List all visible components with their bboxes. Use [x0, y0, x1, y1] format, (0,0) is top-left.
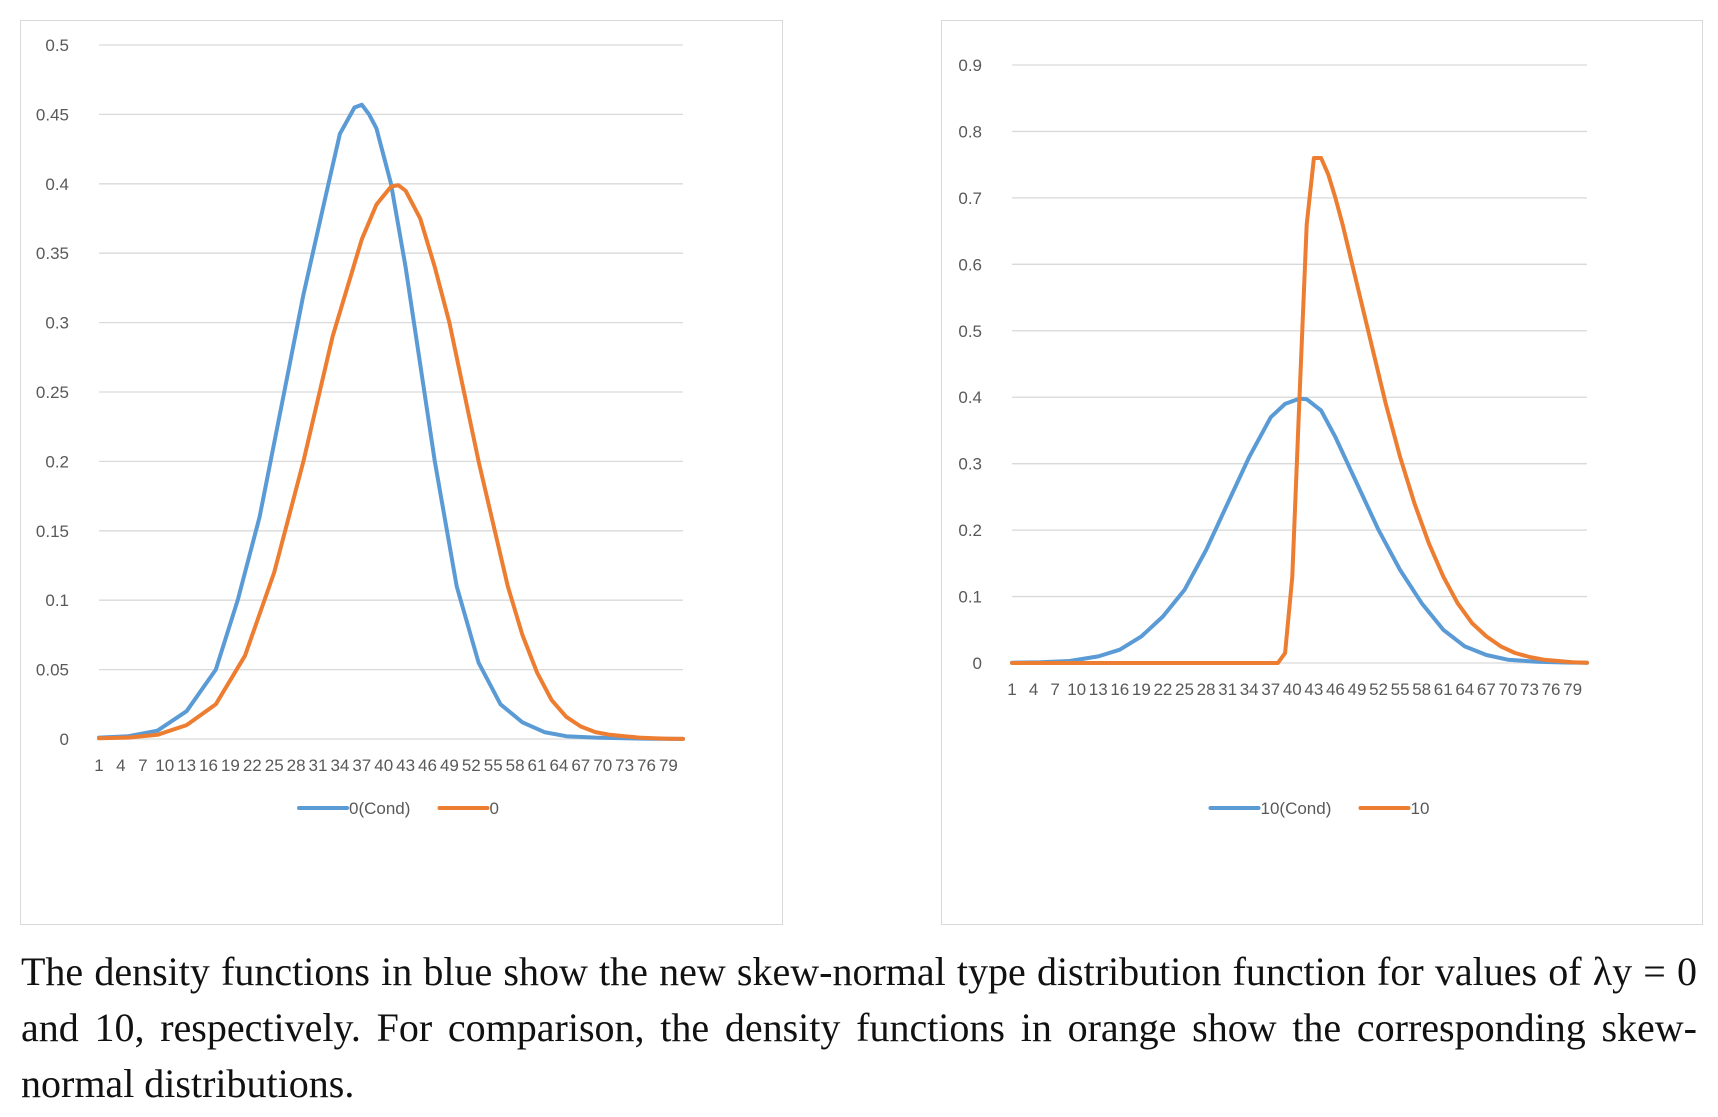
x-tick-label: 25	[1175, 680, 1194, 699]
x-tick-label: 55	[1391, 680, 1410, 699]
series-line-0	[97, 183, 685, 741]
legend-label: 10(Cond)	[1261, 799, 1332, 818]
x-tick-label: 61	[528, 756, 547, 775]
y-tick-label: 0	[973, 654, 982, 673]
x-tick-label: 43	[1304, 680, 1323, 699]
x-tick-label: 61	[1434, 680, 1453, 699]
y-tick-label: 0.45	[36, 105, 69, 124]
x-tick-label: 79	[659, 756, 678, 775]
x-tick-label: 40	[374, 756, 393, 775]
x-tick-label: 58	[1412, 680, 1431, 699]
x-tick-label: 73	[1520, 680, 1539, 699]
x-tick-label: 37	[1261, 680, 1280, 699]
y-tick-label: 0.5	[45, 36, 69, 55]
x-tick-label: 52	[1369, 680, 1388, 699]
x-tick-label: 64	[549, 756, 568, 775]
x-tick-label: 49	[1348, 680, 1367, 699]
x-tick-label: 7	[1050, 680, 1059, 699]
x-tick-label: 67	[1477, 680, 1496, 699]
x-tick-label: 28	[287, 756, 306, 775]
y-tick-label: 0.25	[36, 383, 69, 402]
x-tick-label: 64	[1455, 680, 1474, 699]
left-chart-panel: 0 0.05 0.1 0.15 0.2 0.25 0.3 0.35 0.4 0.45 0.5 1 4 7 1…	[20, 20, 783, 925]
x-tick-label: 25	[265, 756, 284, 775]
x-tick-label: 7	[138, 756, 147, 775]
left-density-chart: 00.050.10.150.20.250.30.350.40.450.51 4 7 1…	[36, 36, 685, 818]
y-tick-label: 0.6	[958, 255, 982, 274]
x-tick-label: 22	[1153, 680, 1172, 699]
y-tick-label: 0.15	[36, 522, 69, 541]
x-tick-label: 67	[571, 756, 590, 775]
y-tick-label: 0.3	[45, 314, 69, 333]
x-tick-label: 10	[155, 756, 174, 775]
x-tick-label: 70	[1498, 680, 1517, 699]
y-tick-label: 0.1	[958, 588, 982, 607]
x-tick-label: 46	[1326, 680, 1345, 699]
y-tick-label: 0.4	[45, 175, 69, 194]
series-line-10-cond-	[1010, 396, 1589, 665]
x-tick-label: 19	[221, 756, 240, 775]
right-chart-panel: 0 0.1 0.2 0.3 0.4 0.5 0.6 0.7 0.8 0.9 1 4 7 10 13 16 19 2…	[941, 20, 1703, 925]
x-tick-label: 1	[1007, 680, 1016, 699]
y-tick-label: 0.4	[958, 388, 982, 407]
y-tick-label: 0.2	[958, 521, 982, 540]
series-line-0-cond-	[97, 102, 685, 741]
series-line-10	[1010, 156, 1589, 665]
x-tick-label: 22	[243, 756, 262, 775]
x-tick-label: 52	[462, 756, 481, 775]
x-tick-label: 34	[1240, 680, 1259, 699]
y-tick-label: 0.8	[958, 122, 982, 141]
y-tick-label: 0.7	[958, 189, 982, 208]
x-tick-label: 49	[440, 756, 459, 775]
x-tick-label: 4	[116, 756, 125, 775]
x-tick-label: 16	[1110, 680, 1129, 699]
x-tick-label: 4	[1029, 680, 1038, 699]
y-tick-label: 0	[60, 730, 69, 749]
x-tick-label: 70	[593, 756, 612, 775]
y-tick-label: 0.3	[958, 455, 982, 474]
x-tick-label: 79	[1563, 680, 1582, 699]
legend-label: 10	[1411, 799, 1430, 818]
x-tick-label: 43	[396, 756, 415, 775]
x-tick-label: 40	[1283, 680, 1302, 699]
legend-label: 0	[490, 799, 499, 818]
x-tick-label: 16	[199, 756, 218, 775]
y-tick-label: 0.2	[45, 452, 69, 471]
y-tick-label: 0.5	[958, 322, 982, 341]
x-tick-label: 13	[177, 756, 196, 775]
x-tick-label: 55	[484, 756, 503, 775]
x-tick-label: 76	[1542, 680, 1561, 699]
x-tick-label: 10	[1067, 680, 1086, 699]
x-tick-label: 34	[330, 756, 349, 775]
x-tick-label: 19	[1132, 680, 1151, 699]
x-tick-label: 28	[1197, 680, 1216, 699]
legend-label: 0(Cond)	[349, 799, 410, 818]
x-tick-label: 31	[309, 756, 328, 775]
y-tick-label: 0.1	[45, 591, 69, 610]
figure-caption: The density functions in blue show the n…	[21, 949, 1697, 1106]
x-tick-label: 31	[1218, 680, 1237, 699]
x-tick-label: 13	[1089, 680, 1108, 699]
right-density-chart: 00.10.20.30.40.50.60.70.80.91 4 7 10 13 16 19 2…	[958, 56, 1589, 818]
x-tick-label: 58	[506, 756, 525, 775]
y-tick-label: 0.35	[36, 244, 69, 263]
x-tick-label: 73	[615, 756, 634, 775]
x-tick-label: 37	[352, 756, 371, 775]
x-tick-label: 76	[637, 756, 656, 775]
y-tick-label: 0.05	[36, 661, 69, 680]
x-tick-label: 1	[94, 756, 103, 775]
y-tick-label: 0.9	[958, 56, 982, 75]
x-tick-label: 46	[418, 756, 437, 775]
